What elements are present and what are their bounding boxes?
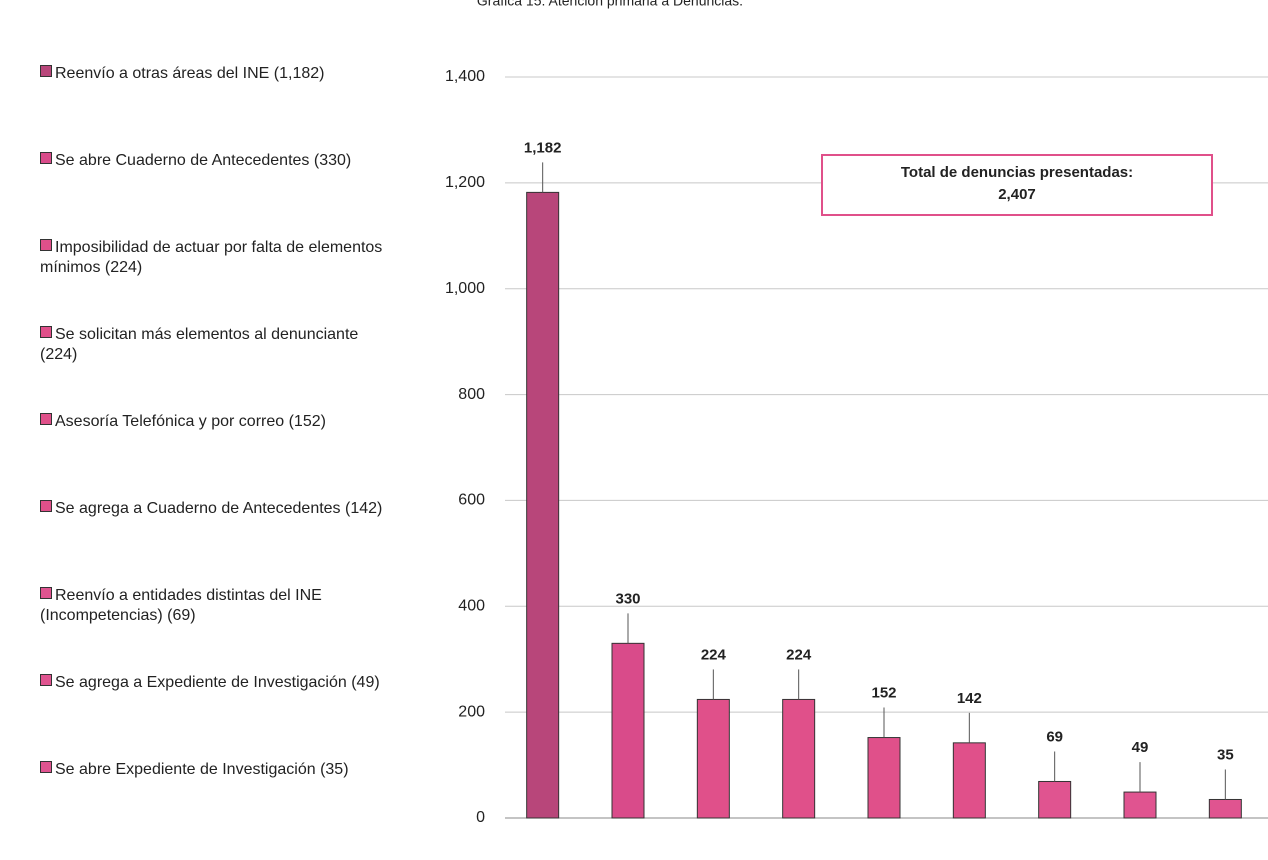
- legend-swatch: [40, 500, 52, 512]
- value-label: 330: [615, 590, 640, 607]
- legend-label: Imposibilidad de actuar por falta de ele…: [40, 239, 383, 276]
- y-tick-label: 200: [458, 703, 485, 720]
- annotation-box: [821, 154, 1213, 216]
- value-label: 224: [701, 646, 727, 663]
- legend-entry: Se agrega a Cuaderno de Antecedentes (14…: [40, 499, 385, 519]
- value-label: 224: [786, 646, 812, 663]
- y-tick-label: 800: [458, 386, 485, 403]
- legend-swatch: [40, 239, 52, 251]
- annotation-value: 2,407: [998, 186, 1036, 203]
- legend-swatch: [40, 65, 52, 77]
- bar: [867, 737, 901, 819]
- chart-title: Gráfica 15. Atención primaria a Denuncia…: [477, 0, 743, 9]
- legend-swatch: [40, 587, 52, 599]
- bar: [1123, 791, 1157, 819]
- legend-label: Se agrega a Cuaderno de Antecedentes (14…: [55, 500, 383, 517]
- legend-entry: Se solicitan más elementos al denunciant…: [40, 325, 385, 365]
- value-label: 1,182: [524, 139, 562, 156]
- legend-label: Reenvío a otras áreas del INE (1,182): [55, 65, 325, 82]
- legend-entry: Asesoría Telefónica y por correo (152): [40, 412, 385, 432]
- legend-label: Se abre Cuaderno de Antecedentes (330): [55, 152, 352, 169]
- annotation-text: Total de denuncias presentadas:: [901, 164, 1133, 181]
- value-label: 142: [957, 690, 982, 707]
- bar: [696, 698, 730, 819]
- y-tick-label: 0: [476, 809, 485, 826]
- value-label: 35: [1217, 746, 1234, 763]
- bar: [611, 642, 645, 819]
- y-tick-label: 400: [458, 598, 485, 615]
- legend-label: Reenvío a entidades distintas del INE (I…: [40, 587, 322, 624]
- legend-entry: Se abre Expediente de Investigación (35): [40, 760, 385, 780]
- legend-label: Se solicitan más elementos al denunciant…: [40, 326, 359, 363]
- legend-entry: Se abre Cuaderno de Antecedentes (330): [40, 151, 385, 171]
- legend-swatch: [40, 674, 52, 686]
- legend-swatch: [40, 413, 52, 425]
- y-tick-label: 1,200: [445, 174, 485, 191]
- legend-label: Se agrega a Expediente de Investigación …: [55, 674, 380, 691]
- bar: [1038, 780, 1072, 819]
- y-tick-label: 1,400: [445, 68, 485, 85]
- legend-swatch: [40, 152, 52, 164]
- legend-entry: Reenvío a otras áreas del INE (1,182): [40, 64, 385, 84]
- legend-entry: Reenvío a entidades distintas del INE (I…: [40, 586, 385, 626]
- bar: [526, 191, 560, 819]
- legend-entry: Imposibilidad de actuar por falta de ele…: [40, 238, 385, 278]
- legend-swatch: [40, 761, 52, 773]
- value-label: 69: [1046, 728, 1063, 745]
- legend-entry: Se agrega a Expediente de Investigación …: [40, 673, 385, 693]
- value-label: 49: [1132, 739, 1149, 756]
- value-label: 152: [871, 685, 896, 702]
- y-tick-label: 1,000: [445, 280, 485, 297]
- legend-swatch: [40, 326, 52, 338]
- bar: [952, 742, 986, 819]
- y-tick-label: 600: [458, 492, 485, 509]
- bar: [1208, 798, 1242, 819]
- legend-label: Asesoría Telefónica y por correo (152): [55, 413, 326, 430]
- bar: [782, 698, 816, 819]
- legend-label: Se abre Expediente de Investigación (35): [55, 761, 349, 778]
